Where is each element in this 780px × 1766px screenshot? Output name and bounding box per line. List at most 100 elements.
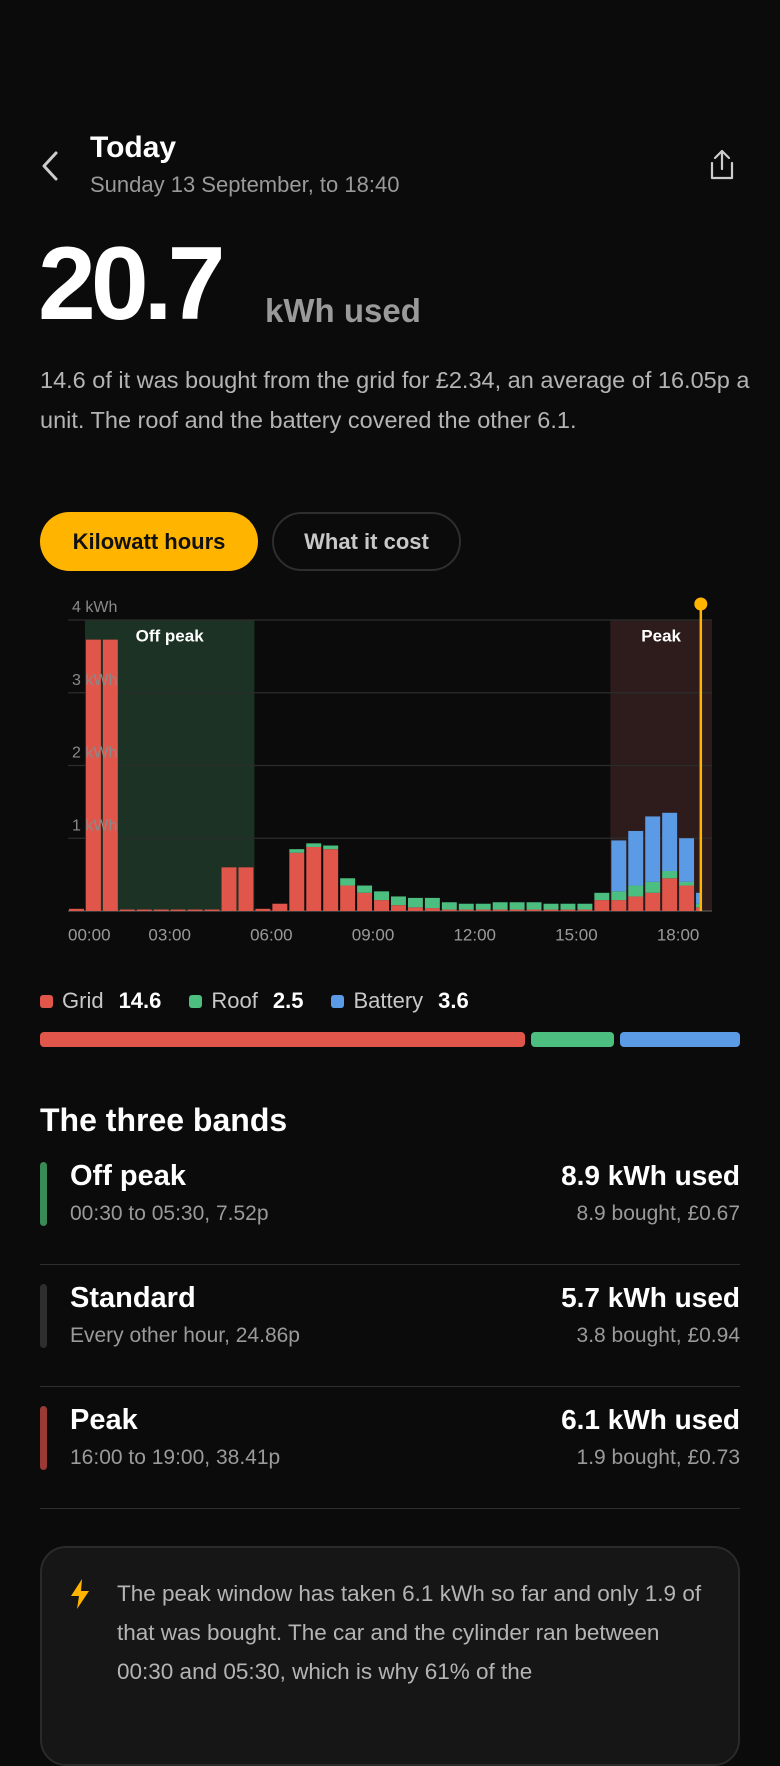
bar-segment: [170, 909, 186, 911]
tab[interactable]: What it cost: [272, 512, 461, 571]
cursor-dot: [694, 597, 708, 611]
bar-segment: [69, 908, 84, 911]
bar-segment: [340, 878, 356, 886]
bar-segment: [475, 903, 491, 910]
bar-segment: [221, 867, 237, 911]
total: 20.7: [38, 226, 225, 342]
band-detail: 00:30 to 05:30, 7.52p: [70, 1202, 269, 1225]
band-bought: 1.9 bought, £0.73: [576, 1446, 740, 1469]
summary-text: 14.6 of it was bought from the grid for …: [40, 367, 750, 433]
bar-segment: [85, 639, 101, 911]
band-used: 8.9 kWh used: [561, 1160, 740, 1191]
y-tick-label: 1 kWh: [72, 817, 117, 834]
band-row: Off peak 00:30 to 05:30, 7.52p 8.9 kWh use…: [40, 1144, 740, 1265]
band-name: Off peak: [70, 1160, 187, 1192]
bar-segment: [492, 902, 508, 910]
band-row: Peak 16:00 to 19:00, 38.41p 6.1 kWh used 1.…: [40, 1388, 740, 1509]
bar-segment: [628, 830, 644, 886]
bar-segment: [441, 902, 457, 910]
bar-segment: [102, 639, 118, 911]
bar-segment: [441, 909, 457, 911]
legend: Grid 14.6 Roof 2.5 Battery 3.6: [40, 988, 469, 1014]
bar-segment: [492, 909, 508, 911]
bar-segment: [374, 900, 389, 911]
bar-segment: [509, 902, 525, 910]
bar-segment: [645, 816, 661, 882]
title: Today: [90, 131, 177, 164]
x-tick-label: 03:00: [148, 925, 191, 944]
bar-segment: [391, 896, 406, 906]
bar-segment: [407, 907, 423, 911]
band-bought: 8.9 bought, £0.67: [576, 1202, 740, 1225]
bar-segment: [628, 896, 644, 911]
bar-segment: [696, 892, 700, 904]
bar-segment: [679, 881, 695, 886]
bar-segment: [255, 908, 271, 911]
x-tick-label: 18:00: [657, 925, 700, 944]
bar-segment: [187, 909, 203, 911]
legend-swatch: [189, 994, 203, 1008]
band-accent: [40, 1162, 47, 1226]
share-segment: [531, 1032, 615, 1047]
bar-segment: [645, 892, 661, 911]
bar-segment: [458, 903, 474, 910]
note-text: The peak window has taken 6.1 kWh so far…: [117, 1581, 702, 1684]
bar-segment: [543, 903, 559, 910]
bar-segment: [577, 903, 593, 910]
bar-segment: [458, 909, 474, 911]
band-name: Standard: [70, 1282, 196, 1314]
bar-segment: [272, 903, 288, 911]
bar-segment: [509, 909, 525, 911]
band-used: 5.7 kWh used: [561, 1282, 740, 1313]
share-bar: [40, 1032, 740, 1047]
band-label: Off peak: [136, 626, 205, 645]
band-detail: Every other hour, 24.86p: [70, 1324, 300, 1347]
bar-segment: [696, 903, 700, 908]
share-segment: [620, 1032, 740, 1047]
bar-segment: [594, 892, 610, 901]
legend-value: 2.5: [272, 988, 304, 1013]
share-button[interactable]: [706, 148, 738, 182]
tab-active[interactable]: Kilowatt hours: [40, 512, 258, 571]
bar-segment: [323, 845, 339, 850]
bar-segment: [696, 907, 700, 911]
back-button[interactable]: [36, 150, 66, 182]
band-accent: [40, 1284, 47, 1348]
bar-segment: [357, 892, 373, 911]
bar-segment: [611, 900, 627, 911]
band-name: Peak: [70, 1404, 138, 1436]
band-label: Peak: [641, 626, 681, 645]
bar-segment: [679, 885, 695, 911]
bar-segment: [391, 905, 406, 911]
x-tick-label: 12:00: [453, 925, 496, 944]
bar-segment: [424, 897, 440, 909]
band-accent: [40, 1406, 47, 1470]
bar-segment: [662, 878, 678, 911]
band-row: Standard Every other hour, 24.86p 5.7 kWh …: [40, 1266, 740, 1387]
legend-swatch: [331, 994, 345, 1008]
bar-segment: [153, 909, 169, 911]
bar-segment: [594, 900, 610, 911]
chart: Off peak Peak 1 kWh 2 kWh 3 kWh 4 kWh 00:00 03:…: [68, 597, 712, 944]
legend-item: Grid 14.6: [40, 988, 161, 1014]
legend-label: Grid: [62, 988, 104, 1013]
bar-segment: [136, 909, 152, 911]
bar-segment: [526, 909, 542, 911]
share-segment: [40, 1032, 526, 1047]
bar-segment: [204, 909, 220, 911]
bar-segment: [306, 846, 322, 911]
bar-segment: [238, 867, 254, 911]
bar-segment: [475, 909, 491, 911]
x-tick-label: 00:00: [68, 925, 111, 944]
bar-segment: [119, 909, 135, 911]
band-detail: 16:00 to 19:00, 38.41p: [70, 1446, 281, 1469]
subtitle: Sunday 13 September, to 18:40: [90, 172, 400, 197]
x-tick-label: 06:00: [250, 925, 293, 944]
bar-segment: [407, 897, 423, 908]
legend-value: 14.6: [118, 988, 162, 1013]
x-tick-label: 15:00: [555, 925, 598, 944]
bar-segment: [424, 908, 440, 911]
bar-segment: [577, 909, 593, 911]
bar-segment: [340, 885, 356, 911]
bar-segment: [560, 903, 576, 910]
